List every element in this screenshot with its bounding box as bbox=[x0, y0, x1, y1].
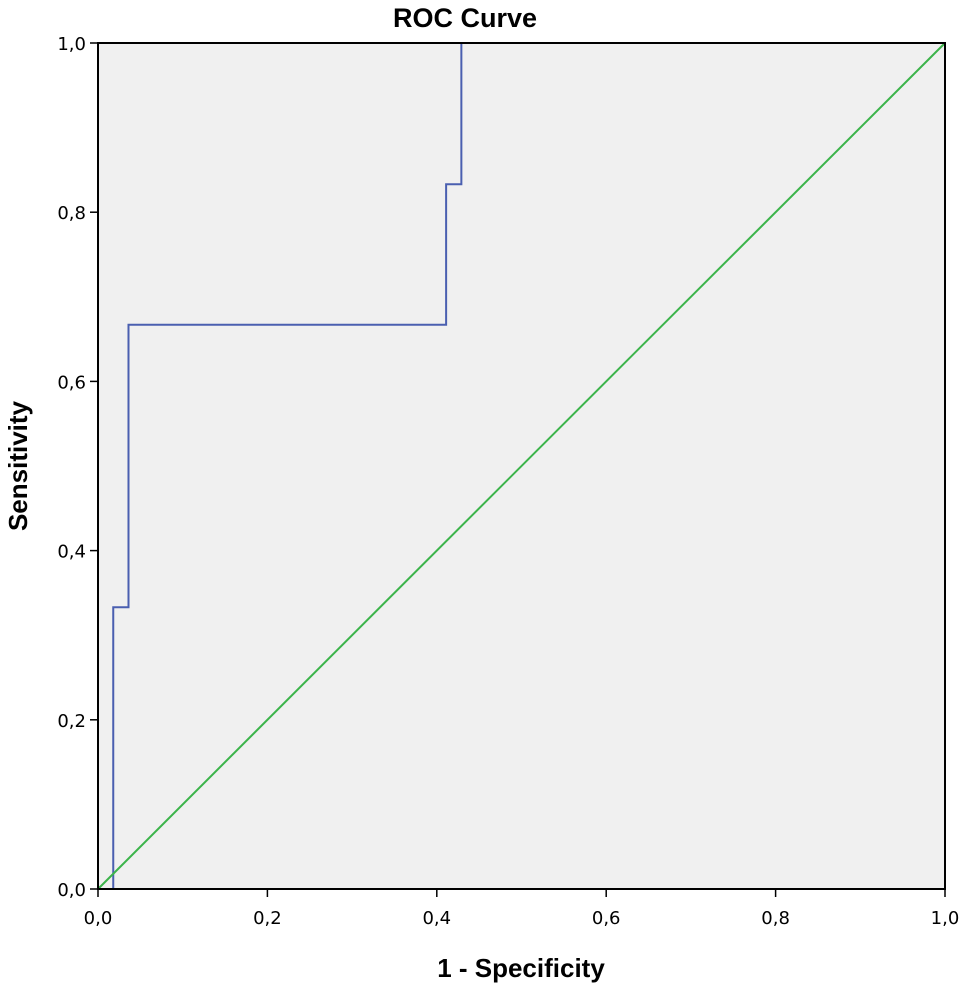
y-tick-label: 1,0 bbox=[57, 34, 86, 55]
x-tick-label: 0,4 bbox=[422, 908, 451, 929]
x-tick-label: 0,8 bbox=[761, 908, 790, 929]
x-tick-label: 0,2 bbox=[253, 908, 282, 929]
x-tick-label: 0,0 bbox=[84, 908, 113, 929]
x-axis-ticks: 0,0 0,2 0,4 0,6 0,8 1,0 bbox=[84, 889, 960, 929]
y-tick-label: 0,0 bbox=[57, 880, 86, 901]
series-line-1 bbox=[97, 42, 946, 890]
chart-title: ROC Curve bbox=[393, 3, 537, 33]
y-tick-label: 0,6 bbox=[57, 372, 86, 393]
series-line-0 bbox=[112, 42, 945, 889]
plot-frame bbox=[97, 42, 946, 890]
x-tick-label: 1,0 bbox=[931, 908, 960, 929]
x-axis-label: 1 - Specificity bbox=[437, 953, 605, 983]
series-layer bbox=[97, 42, 946, 890]
y-axis-ticks: 0,0 0,2 0,4 0,6 0,8 1,0 bbox=[57, 34, 98, 901]
y-axis-label: Sensitivity bbox=[3, 400, 33, 531]
y-tick-label: 0,4 bbox=[57, 542, 86, 563]
y-tick-label: 0,2 bbox=[57, 711, 86, 732]
x-tick-label: 0,6 bbox=[592, 908, 621, 929]
y-tick-label: 0,8 bbox=[57, 203, 86, 224]
